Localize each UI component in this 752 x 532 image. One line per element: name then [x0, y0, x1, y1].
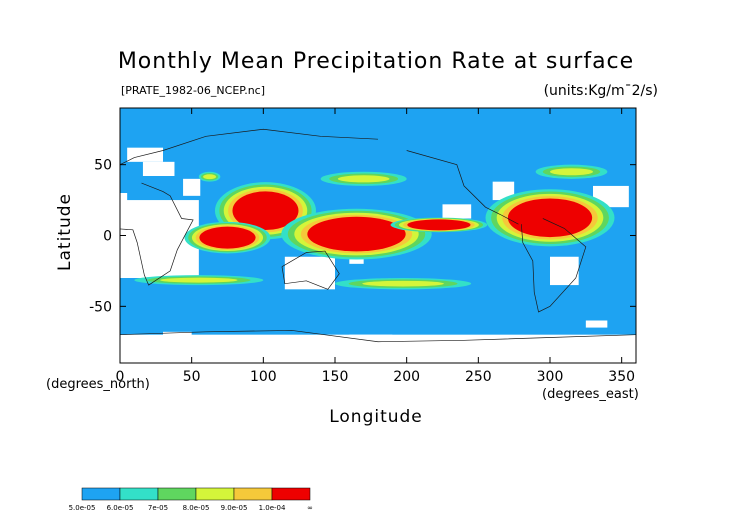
y-axis-label: Latitude — [55, 193, 75, 271]
x-tick-label: 50 — [183, 369, 201, 385]
rain-region — [281, 208, 432, 260]
rain-region — [184, 221, 271, 254]
coastline-south-america — [520, 218, 587, 313]
legend-label: 1.0e-04 — [259, 504, 286, 512]
rain-region — [390, 217, 488, 233]
y-tick-label: -50 — [89, 299, 112, 315]
no-data-patch — [142, 161, 175, 176]
rain-contour — [232, 191, 299, 231]
no-data-patch — [183, 178, 201, 196]
x-axis-label: Longitude — [329, 407, 423, 427]
x-tick-label: 250 — [465, 369, 492, 385]
y-units-label: (degrees_north) — [46, 377, 150, 392]
rain-region — [485, 189, 615, 247]
coastline-eurasia-north — [120, 128, 379, 165]
no-data-patch — [442, 204, 472, 219]
no-data-patch — [349, 255, 364, 264]
rain-contour — [337, 175, 390, 183]
rain-contour — [307, 216, 406, 252]
legend-label: ∞ — [307, 504, 313, 512]
chart-title: Monthly Mean Precipitation Rate at surfa… — [118, 49, 634, 74]
legend-swatch — [81, 487, 121, 501]
legend-swatch — [195, 487, 235, 501]
coastlines — [120, 128, 636, 343]
rain-contour — [507, 198, 593, 238]
legend-label: 6.0e-05 — [107, 504, 134, 512]
coastline-north-america-west — [406, 150, 519, 225]
legend-label: 9.0e-05 — [221, 504, 248, 512]
rain-contour — [550, 168, 593, 176]
x-tick-label: 200 — [393, 369, 420, 385]
rain-band — [320, 171, 407, 186]
rain-band — [335, 278, 472, 290]
x-units-label: (degrees_east) — [542, 387, 639, 402]
no-data-patch — [349, 334, 393, 346]
x-tick-label: 300 — [537, 369, 564, 385]
legend-swatch — [233, 487, 273, 501]
rain-bands — [134, 164, 615, 290]
y-tick-label: 50 — [94, 158, 112, 174]
x-tick-label: 0 — [116, 369, 125, 385]
plot-area — [120, 108, 636, 363]
rain-contour — [160, 277, 238, 283]
no-data-region — [284, 256, 335, 290]
legend-swatch — [157, 487, 197, 501]
rain-band — [134, 275, 264, 286]
legend-label: 8.0e-05 — [183, 504, 210, 512]
coastline-antarctica — [120, 330, 636, 343]
no-data-patch — [550, 256, 579, 286]
rain-band — [535, 164, 608, 179]
rain-contour — [407, 219, 471, 231]
x-tick-label: 100 — [250, 369, 277, 385]
color-legend: 5.0e-05 6.0e-05 7e-05 8.0e-05 9.0e-05 1.0e-04… — [69, 487, 313, 512]
x-tick-label: 350 — [608, 369, 635, 385]
y-axis-ticks: -50 0 50 — [89, 158, 636, 315]
legend-swatch — [119, 487, 159, 501]
rain-band — [198, 171, 221, 182]
x-tick-label: 150 — [322, 369, 349, 385]
legend-label: 5.0e-05 — [69, 504, 96, 512]
coastline-africa — [120, 182, 194, 286]
units-label: (units:Kg/m¯2/s) — [544, 83, 658, 99]
rain-contour — [203, 174, 217, 180]
y-tick-label: 0 — [103, 229, 112, 245]
rain-contour — [362, 280, 444, 287]
no-data-patch — [492, 181, 515, 201]
rain-contour — [199, 226, 256, 249]
coastline-australia — [281, 250, 340, 290]
legend-label: 7e-05 — [148, 504, 168, 512]
no-data-patch — [585, 320, 608, 328]
no-data-patch — [120, 193, 128, 222]
source-file-label: [PRATE_1982-06_NCEP.nc] — [121, 84, 265, 97]
no-data-patch — [163, 331, 192, 342]
x-axis-ticks: 0 50 100 150 200 250 300 350 — [116, 108, 635, 385]
legend-swatch — [271, 487, 311, 501]
